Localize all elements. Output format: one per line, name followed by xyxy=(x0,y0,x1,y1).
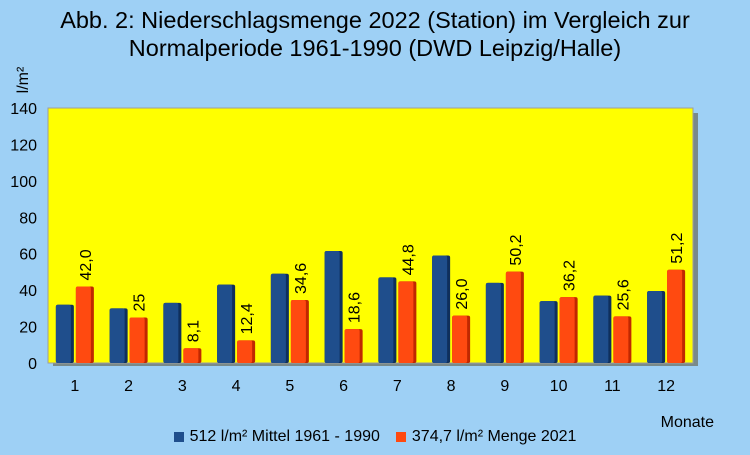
bar-mittel xyxy=(217,284,233,363)
x-tick-label: 4 xyxy=(232,378,241,395)
data-labels: 42,0 25 8,1 12,4 34,6 18,6 44,8 26,0 50,2 36,2 25,… xyxy=(78,233,686,343)
x-tick-label: 3 xyxy=(178,378,187,395)
bar-mittel xyxy=(270,273,286,363)
x-axis-title: Monate xyxy=(661,414,714,431)
y-tick-label: 120 xyxy=(10,137,37,154)
legend-label-menge: 374,7 l/m² Menge 2021 xyxy=(411,428,577,445)
bar-mittel xyxy=(163,302,179,363)
x-tick-label: 12 xyxy=(657,378,675,395)
chart-title-line-1: Abb. 2: Niederschlagsmenge 2022 (Station… xyxy=(60,7,690,33)
bar-mittel xyxy=(109,308,125,363)
bar-menge xyxy=(613,316,629,363)
y-tick-label: 80 xyxy=(19,210,37,227)
data-label-menge: 34,6 xyxy=(293,263,310,294)
x-tick-label: 9 xyxy=(500,378,509,395)
legend-label-mittel: 512 l/m² Mittel 1961 - 1990 xyxy=(189,428,380,445)
data-label-menge: 12,4 xyxy=(239,303,256,334)
x-tick-label: 7 xyxy=(393,378,402,395)
y-tick-label: 20 xyxy=(19,320,37,337)
bar-menge xyxy=(667,269,683,363)
bar-mittel xyxy=(539,301,555,363)
x-tick-label: 6 xyxy=(339,378,348,395)
bar-menge xyxy=(344,329,360,363)
bar-mittel xyxy=(647,291,663,363)
y-tick-label: 140 xyxy=(10,101,37,118)
data-label-menge: 18,6 xyxy=(347,292,364,323)
bar-menge xyxy=(452,315,468,363)
x-tick-label: 10 xyxy=(550,378,568,395)
x-tick-label: 8 xyxy=(447,378,456,395)
bar-mittel xyxy=(485,282,501,363)
x-tick-label: 11 xyxy=(604,378,621,395)
legend-swatch-mittel xyxy=(173,432,184,442)
data-label-menge: 50,2 xyxy=(508,234,525,265)
data-label-menge: 42,0 xyxy=(78,249,95,280)
bars xyxy=(55,250,686,363)
legend: 512 l/m² Mittel 1961 - 1990 374,7 l/m² M… xyxy=(0,428,750,446)
legend-item-menge: 374,7 l/m² Menge 2021 xyxy=(395,428,577,446)
bar-mittel xyxy=(55,304,71,363)
bar-menge xyxy=(129,317,145,363)
y-tick-label: 100 xyxy=(10,174,37,191)
y-tick-label: 60 xyxy=(19,247,37,264)
x-tick-label: 5 xyxy=(285,378,294,395)
bar-mittel xyxy=(324,250,340,363)
bar-mittel xyxy=(593,295,609,363)
bar-menge xyxy=(559,297,575,363)
data-label-menge: 25 xyxy=(132,294,149,312)
data-label-menge: 36,2 xyxy=(562,260,579,291)
bar-menge xyxy=(237,340,253,363)
x-axis-ticks: 1 2 3 4 5 6 7 8 9 10 11 12 xyxy=(70,378,675,395)
bar-menge xyxy=(290,299,306,363)
chart-title: Abb. 2: Niederschlagsmenge 2022 (Station… xyxy=(0,6,750,62)
data-label-menge: 8,1 xyxy=(185,320,202,342)
x-tick-label: 2 xyxy=(124,378,133,395)
bar-menge xyxy=(183,348,199,363)
data-label-menge: 44,8 xyxy=(400,244,417,275)
bar-menge xyxy=(505,271,521,363)
legend-swatch-menge xyxy=(395,432,406,442)
bar-menge xyxy=(75,286,91,363)
bar-menge xyxy=(398,281,414,363)
y-axis-title: l/m² xyxy=(15,66,32,93)
bar-mittel xyxy=(432,255,448,363)
bar-mittel xyxy=(378,277,394,363)
y-tick-label: 0 xyxy=(28,356,37,373)
y-axis-ticks: 0 20 40 60 80 100 120 140 xyxy=(10,101,37,373)
data-label-menge: 25,6 xyxy=(615,279,632,310)
chart-title-line-2: Normalperiode 1961-1990 (DWD Leipzig/Hal… xyxy=(128,35,622,61)
x-tick-label: 1 xyxy=(70,378,79,395)
legend-item-mittel: 512 l/m² Mittel 1961 - 1990 xyxy=(173,428,380,446)
data-label-menge: 26,0 xyxy=(454,278,471,309)
y-tick-label: 40 xyxy=(19,283,37,300)
plot-area xyxy=(47,107,694,364)
data-label-menge: 51,2 xyxy=(669,233,686,264)
